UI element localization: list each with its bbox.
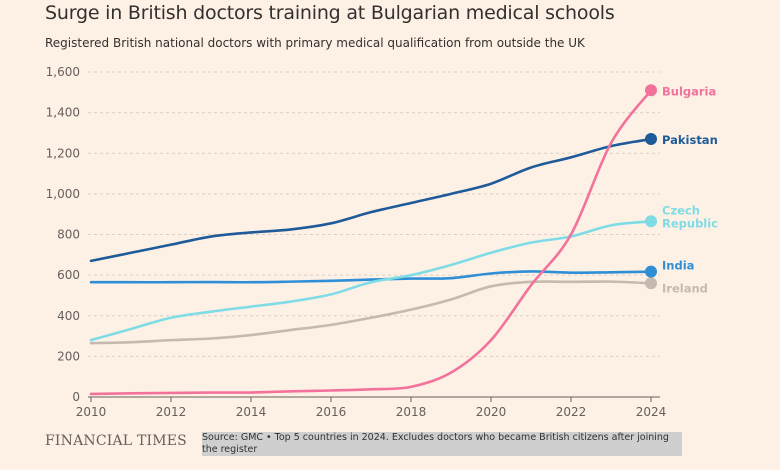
endpoint-ireland: [645, 277, 657, 290]
y-tick-label: 1,200: [46, 146, 80, 160]
series-label-czech-republic: Czech Republic: [662, 203, 718, 230]
line-ireland: [89, 280, 653, 345]
line-pakistan: [89, 137, 653, 263]
y-axis-ticks: 0 200 400 600 800 1,000 1,200 1,400 1,600: [46, 65, 80, 404]
x-tick-label: 2020: [476, 405, 507, 419]
line-india: [89, 270, 653, 284]
y-tick-label: 400: [57, 309, 80, 323]
x-tick-label: 2016: [316, 405, 347, 419]
ft-logo: FINANCIAL TIMES: [45, 433, 187, 449]
endpoint-india: [645, 265, 657, 278]
y-tick-label: 600: [57, 268, 80, 282]
endpoint-bulgaria: [645, 84, 657, 97]
y-tick-label: 1,000: [46, 187, 80, 201]
x-tick-label: 2022: [556, 405, 587, 419]
line-czech-republic: [89, 219, 653, 342]
series-lines: [89, 84, 657, 396]
y-tick-label: 1,400: [46, 106, 80, 120]
series-label-pakistan: Pakistan: [662, 133, 718, 147]
line-bulgaria: [89, 88, 653, 396]
gridlines: [88, 71, 660, 357]
x-tick-label: 2010: [76, 405, 107, 419]
series-label-india: India: [662, 259, 694, 273]
y-tick-label: 200: [57, 349, 80, 363]
y-tick-label: 800: [57, 228, 80, 242]
x-axis: 2010 2012 2014 2016 2018 2020 2022 2024: [76, 396, 667, 419]
x-tick-label: 2018: [396, 405, 427, 419]
series-label-ireland: Ireland: [662, 281, 708, 295]
series-label-bulgaria: Bulgaria: [662, 84, 716, 98]
endpoint-czech-republic: [645, 215, 657, 228]
endpoint-pakistan: [645, 133, 657, 146]
series-labels: Ireland India Czech Republic Pakistan Bulgari…: [662, 84, 718, 295]
y-tick-label: 1,600: [46, 65, 80, 79]
chart-title: Surge in British doctors training at Bul…: [45, 2, 615, 24]
x-tick-label: 2012: [156, 405, 187, 419]
x-tick-label: 2024: [636, 405, 667, 419]
source-note: Source: GMC • Top 5 countries in 2024. E…: [202, 432, 682, 456]
x-tick-label: 2014: [236, 405, 267, 419]
y-tick-label: 0: [72, 390, 80, 404]
chart-subtitle: Registered British national doctors with…: [45, 36, 585, 50]
